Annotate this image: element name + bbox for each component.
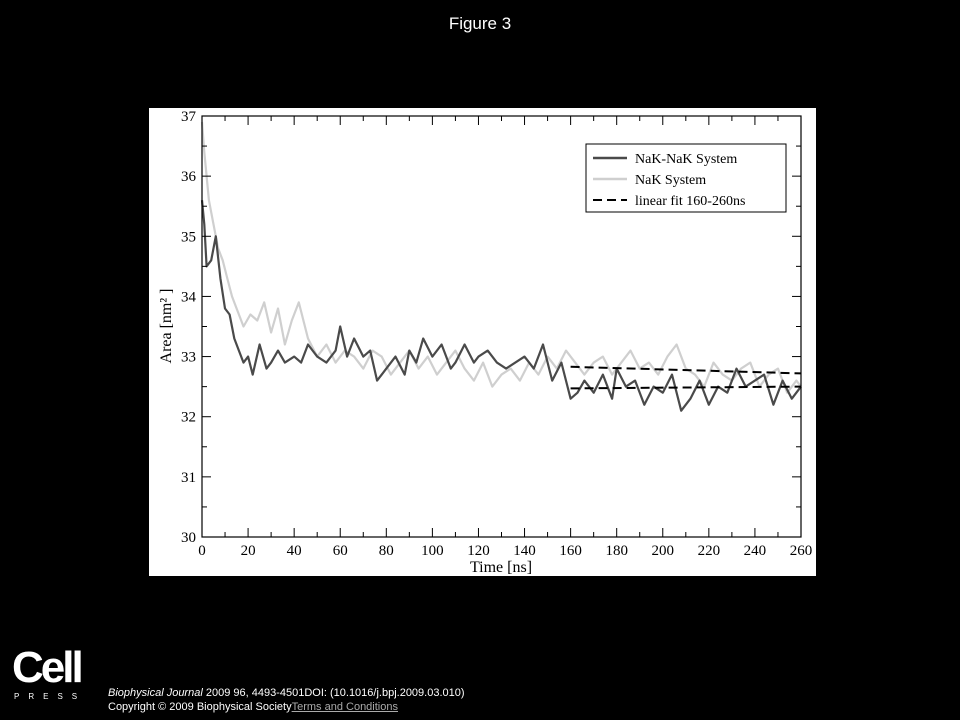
y-axis-label: Area [nm² ] <box>158 289 175 364</box>
x-axis-label: Time [ns] <box>470 559 532 576</box>
x-tick-label: 40 <box>287 543 302 559</box>
area-vs-time-chart: 0 20 40 60 80 100 120 140 160 180 200 220 240 260 30 31… <box>158 109 812 576</box>
x-tick-label: 240 <box>744 543 767 559</box>
ticks-layer: 0 20 40 60 80 100 120 140 160 180 200 220 240 260 30 31… <box>181 109 812 559</box>
series-layer <box>200 121 802 412</box>
citation-details: 2009 96, 4493-4501DOI: (10.1016/j.bpj.20… <box>202 687 465 699</box>
legend: NaK-NaK System NaK System linear fit 160… <box>585 143 787 213</box>
y-tick-label: 31 <box>181 470 196 486</box>
y-tick-label: 35 <box>181 229 196 245</box>
citation-line-2: Copyright © 2009 Biophysical SocietyTerm… <box>108 700 465 714</box>
y-tick-label: 37 <box>181 109 197 125</box>
series-line-nak <box>200 121 802 394</box>
x-tick-label: 120 <box>467 543 490 559</box>
chart-panel: 0 20 40 60 80 100 120 140 160 180 200 220 240 260 30 31… <box>149 108 816 576</box>
citation: Biophysical Journal 2009 96, 4493-4501DO… <box>108 686 465 714</box>
y-tick-label: 32 <box>181 410 196 426</box>
x-tick-label: 80 <box>379 543 394 559</box>
x-tick-label: 60 <box>333 543 348 559</box>
series-line-linear-fit <box>570 385 802 390</box>
series-line-nak-nak <box>200 200 802 412</box>
copyright-text: Copyright © 2009 Biophysical Society <box>108 701 292 713</box>
citation-line-1: Biophysical Journal 2009 96, 4493-4501DO… <box>108 686 465 700</box>
x-tick-label: 140 <box>513 543 536 559</box>
cell-press-logo: Cell PRESS <box>12 646 84 706</box>
y-tick-label: 36 <box>181 169 197 185</box>
x-tick-label: 0 <box>198 543 206 559</box>
figure-title: Figure 3 <box>448 14 512 33</box>
y-tick-label: 30 <box>181 530 196 546</box>
terms-link[interactable]: Terms and Conditions <box>291 701 398 713</box>
x-tick-label: 100 <box>421 543 444 559</box>
journal-name: Biophysical Journal <box>108 687 203 699</box>
series-line-linear-fit <box>570 365 802 375</box>
x-tick-label: 160 <box>559 543 582 559</box>
y-tick-label: 34 <box>181 289 197 305</box>
x-tick-label: 180 <box>605 543 628 559</box>
cell-logo-word: Cell <box>12 643 84 692</box>
legend-label-nak: NaK System <box>635 173 706 188</box>
x-tick-label: 220 <box>698 543 721 559</box>
x-tick-label: 260 <box>790 543 813 559</box>
cell-logo-press: PRESS <box>14 692 87 701</box>
x-tick-label: 20 <box>241 543 256 559</box>
legend-label-fit: linear fit 160-260ns <box>635 194 745 209</box>
y-tick-label: 33 <box>181 350 196 366</box>
x-tick-label: 200 <box>652 543 675 559</box>
legend-label-nak-nak: NaK-NaK System <box>635 152 737 167</box>
